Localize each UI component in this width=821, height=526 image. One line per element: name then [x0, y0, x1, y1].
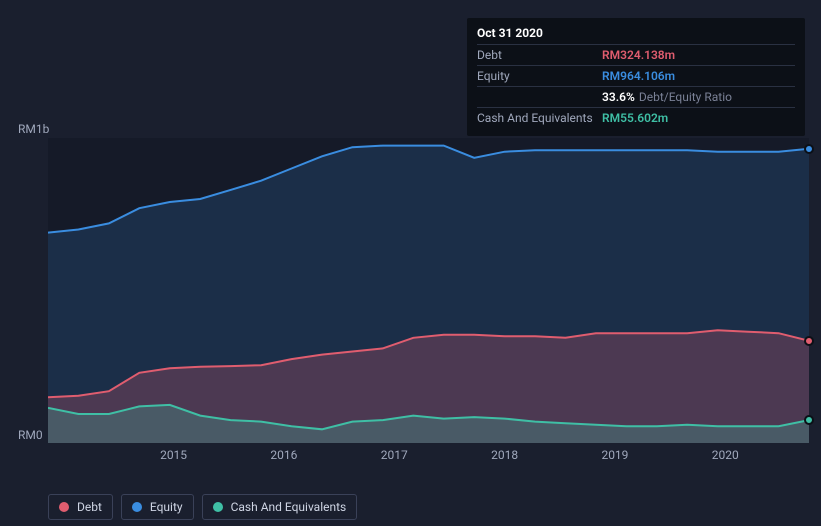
- x-axis: 2015 2016 2017 2018 2019 2020: [48, 448, 809, 468]
- xaxis-tick: 2019: [601, 448, 628, 462]
- marker-debt: [804, 336, 814, 346]
- legend-label: Equity: [150, 500, 183, 514]
- yaxis-top-label: RM1b: [18, 122, 49, 136]
- legend-item[interactable]: Equity: [121, 494, 194, 520]
- tooltip-row-value: RM964.106m: [602, 69, 675, 83]
- tooltip-row-suffix: Debt/Equity Ratio: [639, 90, 732, 104]
- xaxis-tick: 2018: [491, 448, 518, 462]
- legend-swatch: [132, 502, 142, 512]
- marker-equity: [804, 144, 814, 154]
- xaxis-tick: 2015: [160, 448, 187, 462]
- tooltip-row-label: Equity: [477, 69, 602, 83]
- plot-region[interactable]: [48, 138, 809, 443]
- tooltip-row-label: [477, 90, 602, 104]
- legend: Debt Equity Cash And Equivalents: [48, 494, 357, 520]
- legend-label: Cash And Equivalents: [231, 500, 347, 514]
- yaxis-bottom-label: RM0: [18, 428, 43, 442]
- xaxis-tick: 2016: [270, 448, 297, 462]
- legend-label: Debt: [77, 500, 102, 514]
- tooltip-row-value: RM324.138m: [602, 48, 675, 62]
- xaxis-tick: 2020: [712, 448, 739, 462]
- chart-svg: [48, 138, 809, 443]
- legend-swatch: [213, 502, 223, 512]
- tooltip-row: DebtRM324.138m: [477, 45, 795, 66]
- legend-item[interactable]: Cash And Equivalents: [202, 494, 358, 520]
- tooltip-date: Oct 31 2020: [477, 26, 795, 45]
- legend-item[interactable]: Debt: [48, 494, 113, 520]
- tooltip-row-label: Debt: [477, 48, 602, 62]
- tooltip-row-value: 33.6%Debt/Equity Ratio: [602, 90, 732, 104]
- legend-swatch: [59, 502, 69, 512]
- xaxis-tick: 2017: [381, 448, 408, 462]
- marker-cash: [804, 415, 814, 425]
- tooltip-row: EquityRM964.106m: [477, 66, 795, 87]
- chart-area: RM1b RM0 2015 2016 2017 2018 2019 2020 Debt Eq…: [18, 110, 809, 520]
- tooltip-row: 33.6%Debt/Equity Ratio: [477, 87, 795, 108]
